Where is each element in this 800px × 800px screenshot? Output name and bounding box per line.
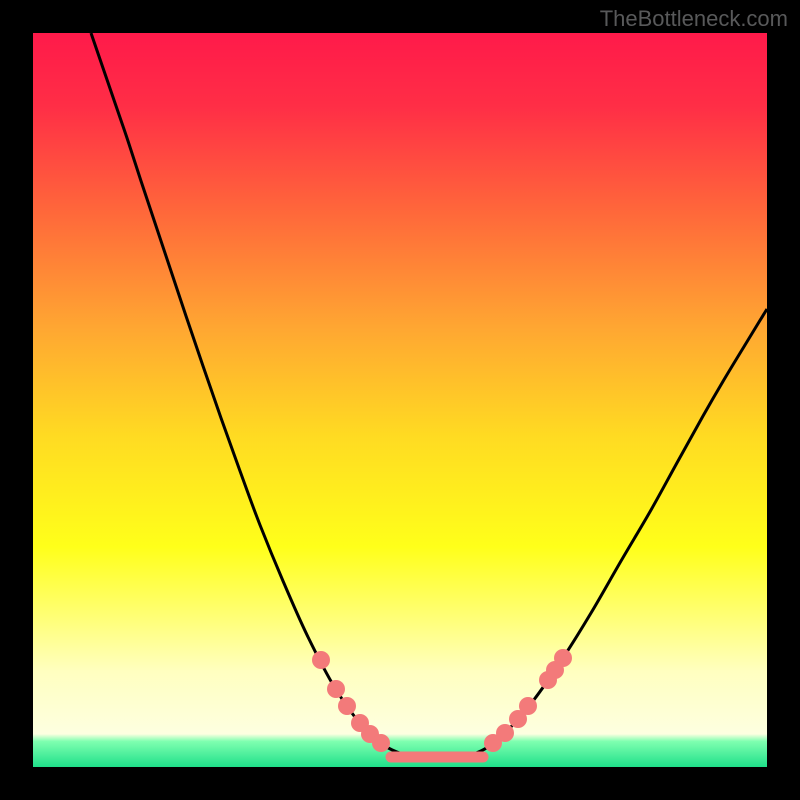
marker-dot (554, 649, 572, 667)
outer-frame: TheBottleneck.com (0, 0, 800, 800)
marker-dot (519, 697, 537, 715)
marker-dot (496, 724, 514, 742)
plot-area (33, 33, 767, 767)
bottleneck-chart (33, 33, 767, 767)
marker-dot (338, 697, 356, 715)
marker-dot (312, 651, 330, 669)
gradient-background (33, 33, 767, 767)
marker-dot (372, 734, 390, 752)
watermark-text: TheBottleneck.com (600, 6, 788, 32)
marker-dot (327, 680, 345, 698)
